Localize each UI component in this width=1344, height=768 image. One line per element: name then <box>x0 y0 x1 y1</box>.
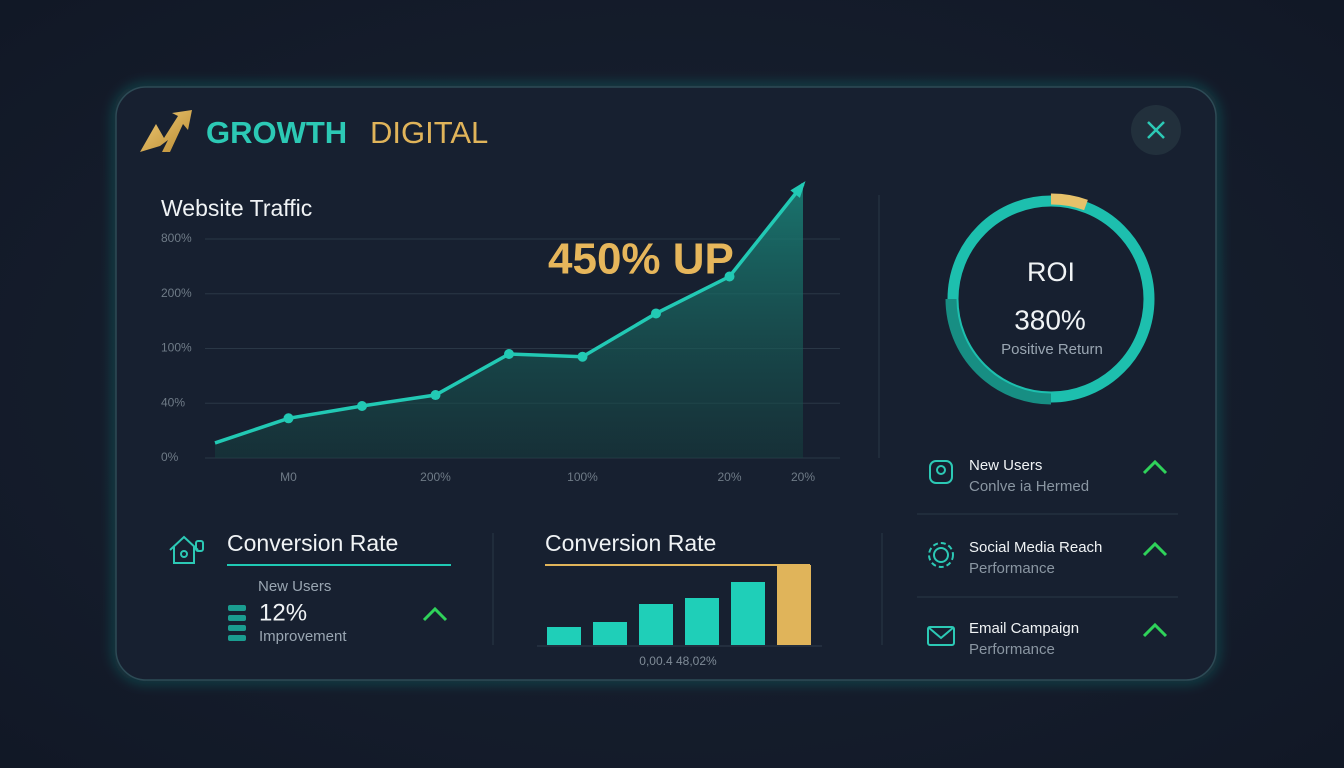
up-arrow <box>422 606 448 622</box>
metric-subtitle: Improvement <box>259 628 347 645</box>
bar-caption: 0,00.4 48,02% <box>639 654 717 668</box>
y-tick-label: 800% <box>161 231 192 245</box>
brand-secondary: DIGITAL <box>370 115 488 150</box>
bar <box>639 604 673 645</box>
logo <box>140 110 192 152</box>
roi-title: ROI <box>1027 257 1075 287</box>
chart-title: Website Traffic <box>161 195 312 221</box>
metric-subtitle: Conlve ia Hermed <box>969 478 1089 495</box>
data-point <box>283 413 294 424</box>
y-tick-label: 200% <box>161 286 192 300</box>
metric-icons <box>927 460 955 646</box>
x-tick-label: 20% <box>717 470 741 484</box>
metric-subtitle: Performance <box>969 560 1055 577</box>
x-tick-label: 200% <box>420 470 451 484</box>
arrow-head <box>790 181 806 198</box>
x-tick-label: M0 <box>280 470 297 484</box>
up-arrow <box>1142 459 1168 475</box>
stack-icon <box>228 605 246 641</box>
annotation: 450% UP <box>548 235 734 284</box>
x-tick-label: 20% <box>791 470 815 484</box>
bar <box>685 598 719 645</box>
close-button[interactable] <box>1131 105 1181 155</box>
metric-subtitle: Performance <box>969 641 1055 658</box>
roi-subtitle: Positive Return <box>1001 341 1103 358</box>
roi-value: 380% <box>1014 304 1086 335</box>
y-tick-label: 0% <box>161 450 179 464</box>
data-point <box>357 400 367 411</box>
metric-title: Email Campaign <box>969 620 1079 637</box>
home-icon <box>169 535 204 564</box>
y-tick-label: 100% <box>161 341 192 355</box>
roi-ring <box>945 193 1155 405</box>
x-tick-label: 100% <box>567 470 598 484</box>
data-point <box>577 351 588 362</box>
brand-primary: GROWTH <box>206 115 347 150</box>
data-point <box>724 271 735 282</box>
y-tick-label: 40% <box>161 395 185 409</box>
bar-chart-title: Conversion Rate <box>545 530 716 556</box>
up-arrow <box>1142 541 1168 557</box>
up-arrow <box>1142 622 1168 638</box>
metric-label: New Users <box>258 578 331 595</box>
bar <box>547 627 581 645</box>
bar <box>731 582 765 645</box>
data-point <box>504 348 514 359</box>
traffic-area <box>215 184 803 458</box>
bar <box>777 565 811 645</box>
data-point <box>430 390 441 401</box>
metric-title: Social Media Reach <box>969 539 1102 556</box>
bar <box>593 622 627 645</box>
data-point <box>651 308 661 319</box>
metric-title: New Users <box>969 457 1042 474</box>
section-title: Conversion Rate <box>227 530 398 556</box>
metric-value: 12% <box>259 599 307 626</box>
